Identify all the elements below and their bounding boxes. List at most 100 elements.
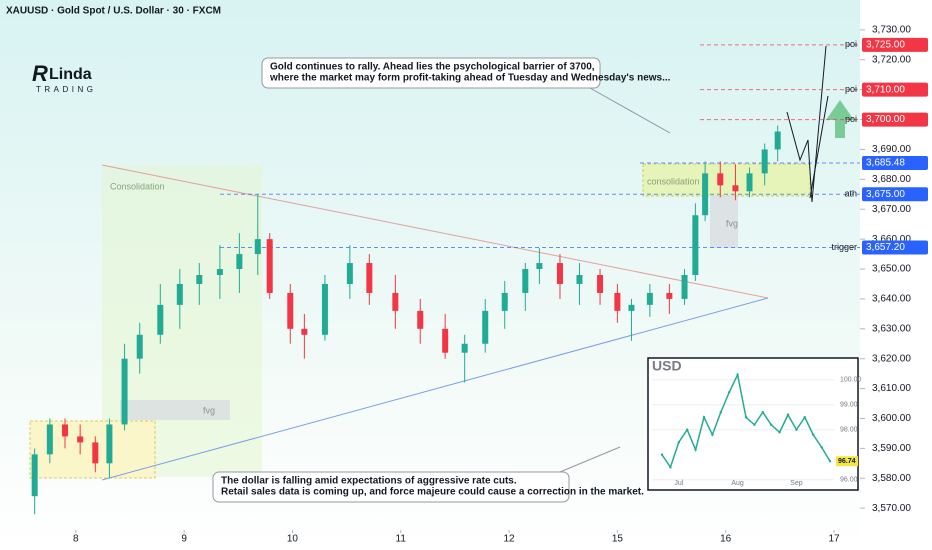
candle-body [157, 304, 164, 335]
zone-label: fvg [726, 218, 738, 228]
inset-point [736, 373, 739, 376]
zone [120, 400, 230, 420]
x-tick-label: 10 [287, 534, 299, 545]
inset-point [728, 391, 731, 394]
annotation-box [212, 471, 570, 503]
y-tick-label: 3,720.00 [872, 54, 911, 65]
candle-body [556, 263, 563, 284]
candle-body [732, 185, 739, 192]
y-tick-label: 3,690.00 [872, 144, 911, 155]
projection-arrow [826, 100, 854, 138]
y-tick-label: 3,660.00 [872, 234, 911, 245]
annotation-pointer [559, 446, 621, 473]
inset-point [660, 453, 664, 456]
annotation: Gold continues to rally. Ahead lies the … [270, 62, 595, 73]
inset-point [828, 460, 832, 463]
x-tick-label: 15 [612, 534, 624, 545]
level-note: poi [845, 114, 857, 124]
candle-body [681, 275, 688, 299]
candle-body [717, 173, 724, 186]
candle-body [666, 292, 673, 299]
inset-y-tick-label: 100.00 [840, 377, 862, 384]
candle-body [254, 239, 261, 255]
candle-body [106, 424, 113, 464]
y-tick-label: 3,570.00 [872, 503, 911, 514]
inset-point [770, 423, 773, 426]
zone [642, 163, 811, 197]
inset-x-tick-label: Sep [790, 480, 803, 487]
annotation-pointer [589, 87, 671, 134]
annotation: The dollar is falling amid expectations … [221, 476, 517, 487]
inset-point [753, 423, 756, 426]
level-badge [862, 155, 928, 170]
level-label: 3,725.00 [866, 39, 905, 50]
y-tick-label: 3,650.00 [872, 264, 911, 275]
y-tick-label: 3,630.00 [872, 323, 911, 334]
level-note: poi [845, 84, 857, 94]
x-tick-label: 8 [73, 534, 79, 545]
x-tick-label: 9 [181, 534, 187, 545]
inset-point [719, 411, 722, 414]
level-note: trigger [831, 242, 857, 252]
candle-body [482, 310, 489, 344]
candle-body [46, 424, 53, 455]
level-badge [862, 82, 928, 97]
logo-tagline: TRADING [36, 85, 97, 94]
candle-body [746, 173, 753, 192]
candle-body [321, 283, 328, 335]
inset-point [803, 416, 806, 419]
level-badge [862, 112, 928, 127]
candle-body [61, 424, 68, 437]
logo-mark: R [32, 61, 48, 86]
inset-point [711, 433, 714, 436]
inset-value-label: 96.74 [838, 458, 856, 465]
level-label: 3,685.48 [866, 158, 905, 169]
y-tick-label: 3,620.00 [872, 353, 911, 364]
y-tick-label: 3,580.00 [872, 473, 911, 484]
candle-body [176, 283, 183, 305]
inset-x-tick-label: Jul [674, 480, 683, 487]
candle-body [702, 173, 709, 216]
candle-body [287, 292, 294, 329]
inset-point [761, 411, 764, 414]
candle-body [522, 269, 529, 293]
candle-body [576, 275, 583, 284]
logo-name: Linda [49, 66, 92, 83]
candle-body [442, 328, 449, 353]
candle-body [628, 304, 635, 311]
y-tick-label: 3,680.00 [872, 174, 911, 185]
candle-body [216, 269, 223, 275]
inset-y-tick-label: 98.00 [840, 427, 858, 434]
y-tick-label: 3,730.00 [872, 25, 911, 36]
projection [809, 95, 829, 199]
level-badge [862, 187, 928, 202]
x-tick-label: 11 [396, 534, 407, 545]
zone-label: Consolidation [110, 181, 165, 191]
candle-body [366, 263, 373, 293]
inset-point [812, 433, 815, 436]
inset-point [686, 428, 689, 431]
inset-title: USD [652, 358, 682, 374]
inset-point [677, 441, 680, 444]
inset-point [786, 413, 790, 416]
annotation: Retail sales data is coming up, and forc… [221, 487, 644, 498]
inset-point [744, 416, 748, 419]
candle-body [501, 292, 508, 311]
candle-body [121, 358, 128, 425]
chart-title: XAUUSD · Gold Spot / U.S. Dollar · 30 · … [6, 6, 221, 17]
level-label: 3,675.00 [866, 189, 905, 200]
candle-body [597, 275, 604, 293]
candle-body [774, 131, 781, 150]
price-axis [860, 0, 932, 550]
x-tick-label: 12 [504, 534, 516, 545]
candle-body [761, 149, 768, 174]
candle-body [31, 454, 38, 497]
inset-y-tick-label: 96.00 [840, 477, 858, 484]
level-badge [862, 240, 928, 255]
candle-body [77, 436, 84, 443]
candle-body [266, 239, 273, 293]
level-note: ath [844, 189, 857, 199]
annotation: where the market may form profit-taking … [269, 73, 671, 84]
